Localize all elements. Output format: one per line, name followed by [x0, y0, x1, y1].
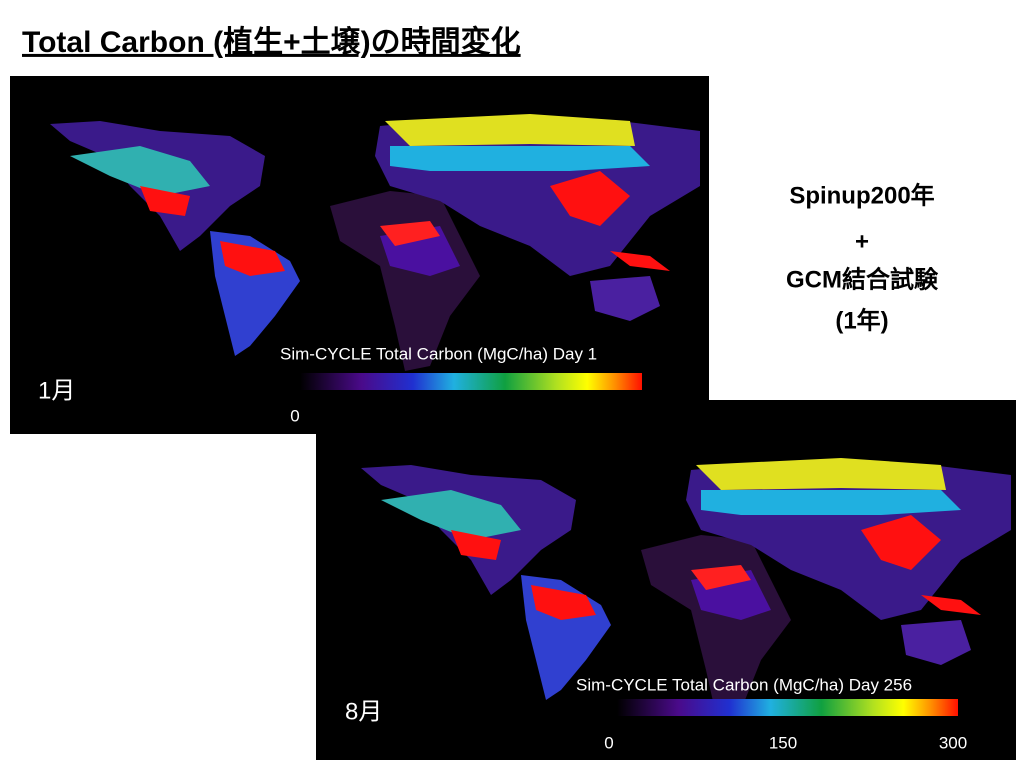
colorbar-tick: 300	[939, 733, 967, 752]
month-label: 1月	[38, 377, 75, 404]
map-caption: Sim-CYCLE Total Carbon (MgC/ha) Day 1	[280, 344, 597, 363]
colorbar	[300, 373, 642, 390]
note-line: Spinup200年	[789, 181, 934, 209]
colorbar-tick: 0	[604, 733, 613, 752]
colorbar-tick: 0	[290, 406, 299, 425]
note-line: GCM結合試験	[786, 265, 939, 293]
note-line: +	[855, 228, 869, 255]
note-line: (1年)	[835, 306, 888, 334]
colorbar	[617, 699, 958, 716]
month-label: 8月	[345, 698, 382, 725]
note: Spinup200年 + GCM結合試験 (1年)	[786, 181, 939, 334]
colorbar-tick: 150	[769, 733, 797, 752]
map-caption: Sim-CYCLE Total Carbon (MgC/ha) Day 256	[576, 675, 912, 694]
slide-title: Total Carbon (植生+土壌)の時間変化	[22, 25, 521, 59]
map-panel: Sim-CYCLE Total Carbon (MgC/ha) Day 256 …	[316, 400, 1016, 760]
map-panel: Sim-CYCLE Total Carbon (MgC/ha) Day 1 0 …	[10, 76, 709, 434]
